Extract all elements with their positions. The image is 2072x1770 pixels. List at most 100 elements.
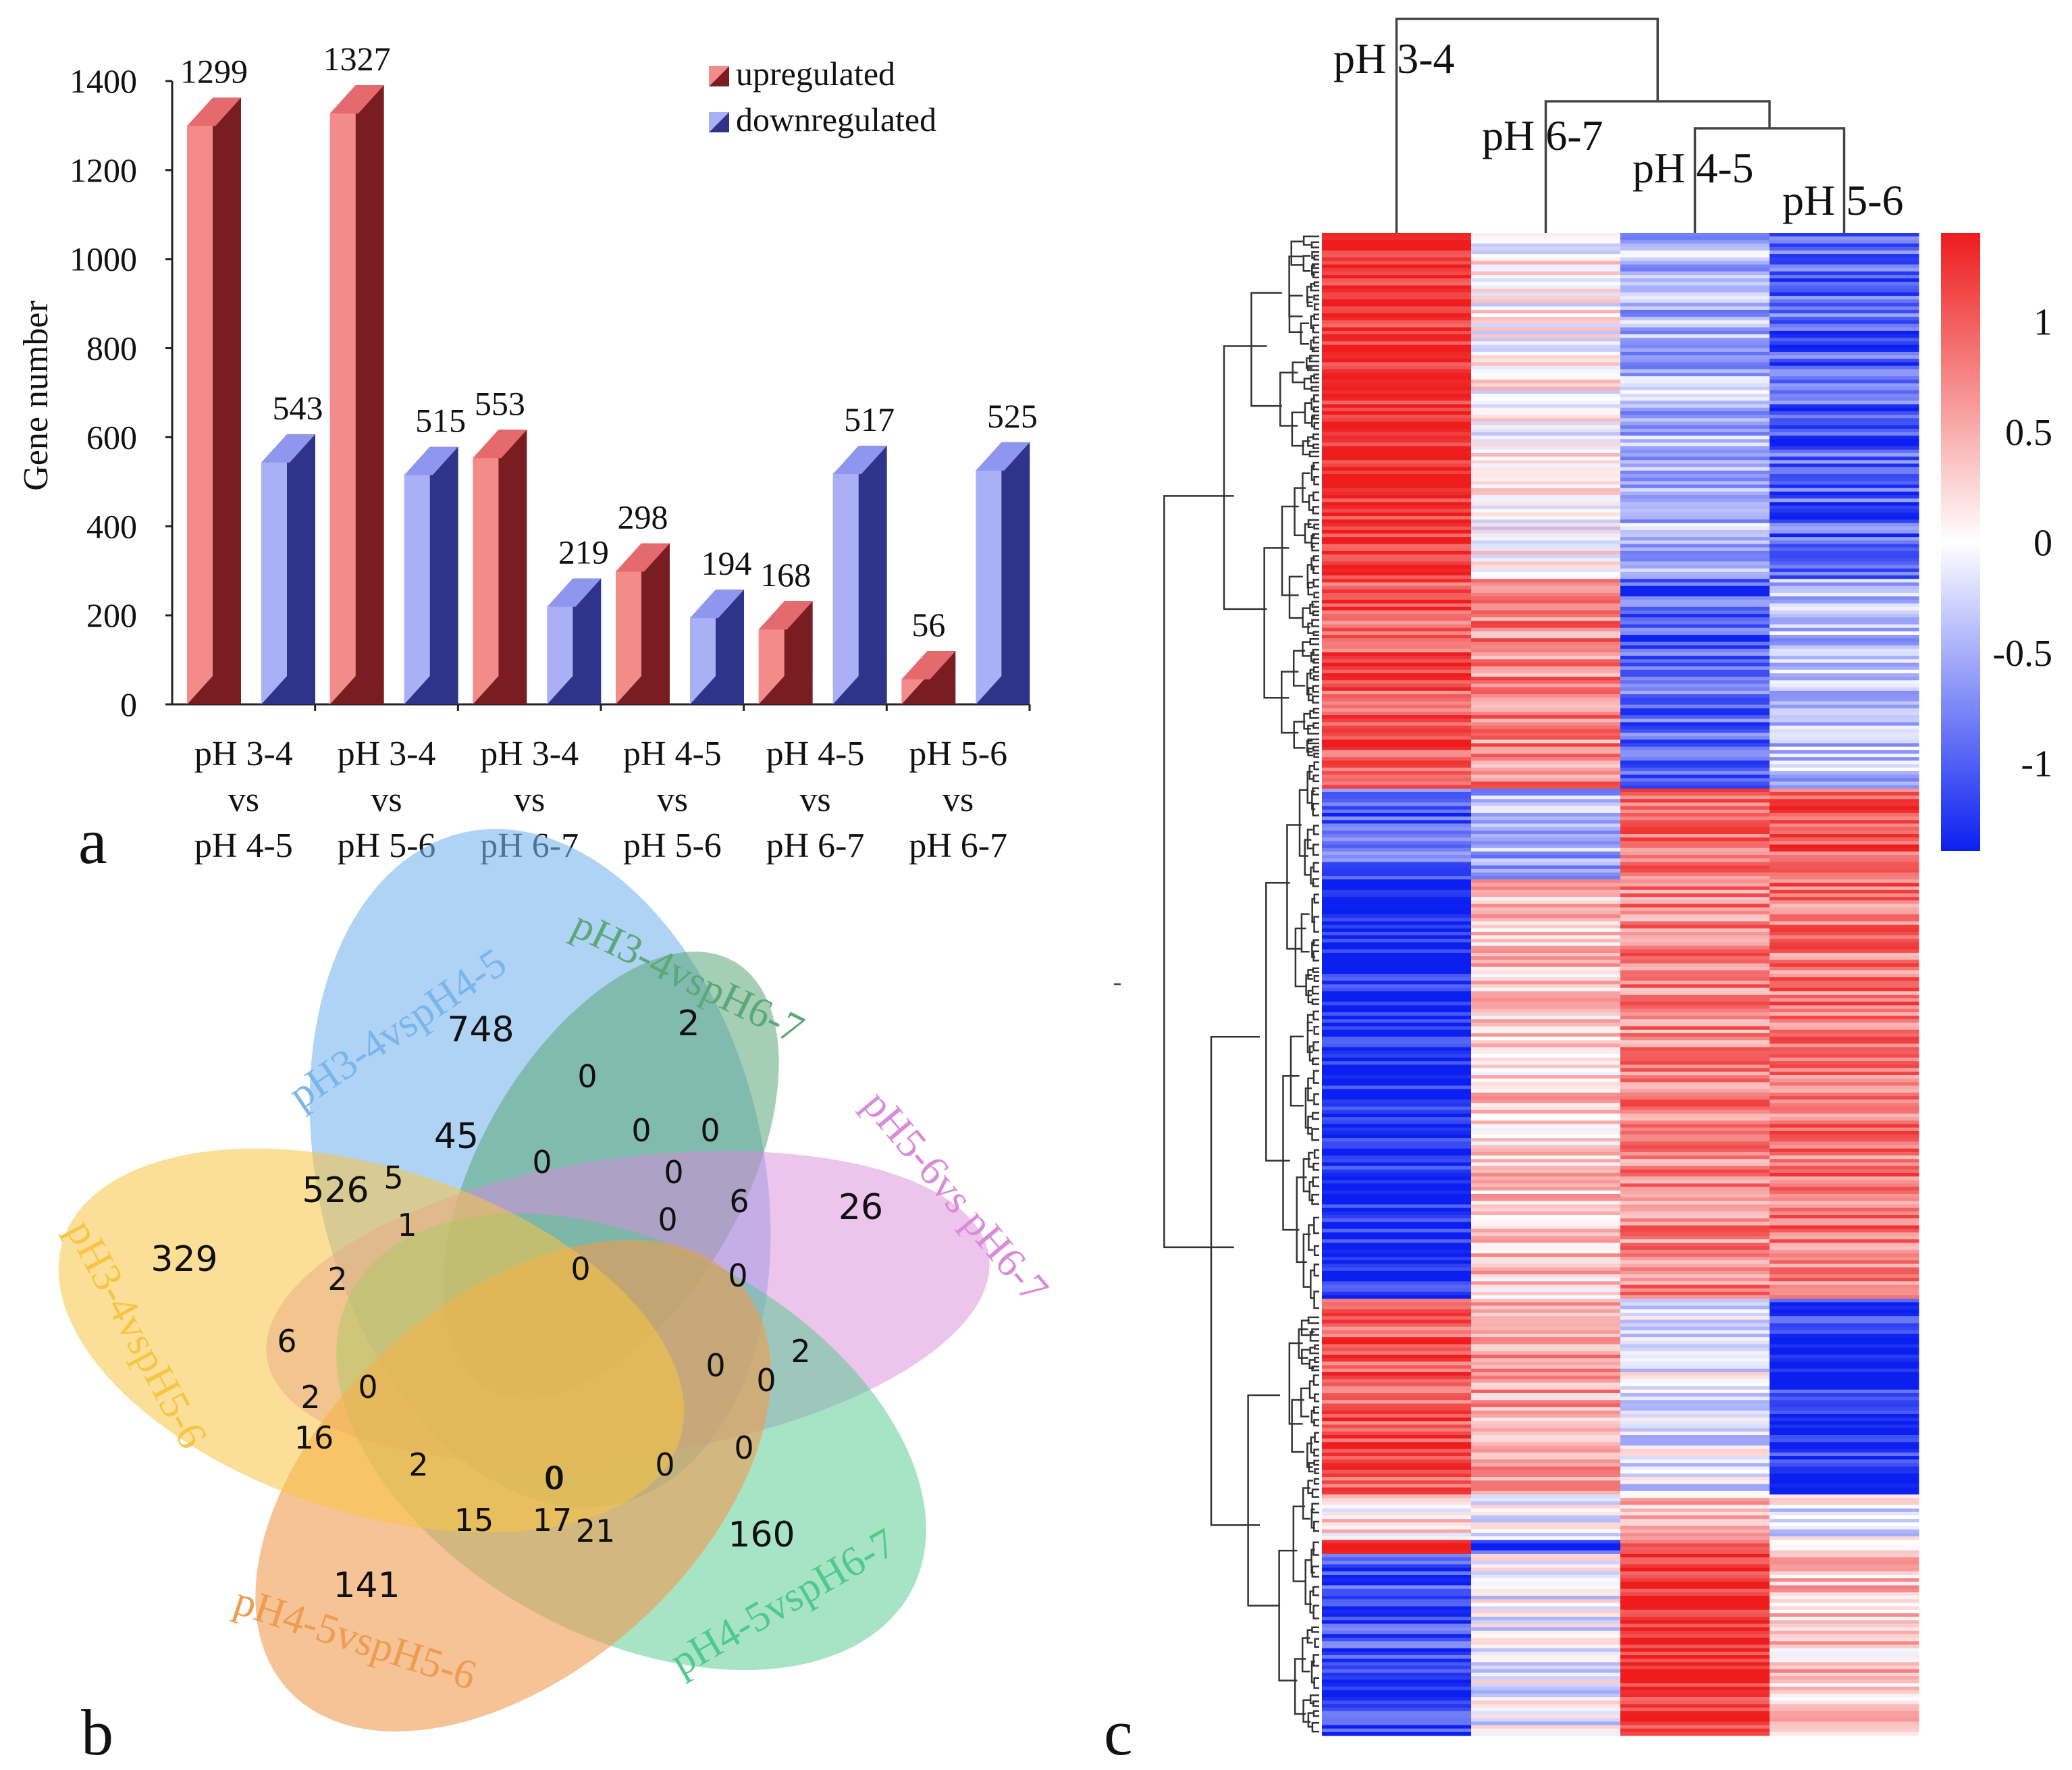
heatmap-cell	[1620, 425, 1770, 430]
heatmap-cell	[1471, 467, 1621, 471]
heatmap-cell	[1620, 1644, 1770, 1649]
heatmap-cell	[1620, 460, 1770, 465]
heatmap-cell	[1770, 1452, 1919, 1457]
heatmap-cell	[1770, 987, 1919, 992]
bar-front-downregulated	[976, 442, 1002, 704]
venn-region-count: 748	[447, 1010, 514, 1050]
heatmap-cell	[1471, 897, 1621, 901]
heatmap-cell	[1620, 323, 1770, 328]
heatmap-cell	[1322, 498, 1472, 503]
heatmap-cell	[1471, 1022, 1621, 1027]
heatmap-cell	[1620, 1326, 1770, 1331]
heatmap-cell	[1322, 376, 1472, 380]
heatmap-cell	[1471, 1236, 1621, 1240]
heatmap-cell	[1471, 1124, 1621, 1128]
heatmap-cell	[1322, 935, 1472, 939]
heatmap-cell	[1620, 931, 1770, 936]
heatmap-cell	[1620, 585, 1770, 590]
heatmap-cell	[1770, 659, 1919, 664]
heatmap-cell	[1471, 945, 1621, 950]
heatmap-cell	[1322, 1169, 1472, 1174]
heatmap-cell	[1322, 736, 1472, 740]
heatmap-cell	[1471, 1361, 1621, 1366]
venn-region-count: 526	[302, 1170, 369, 1211]
heatmap-cell	[1620, 415, 1770, 419]
heatmap-cell	[1770, 1260, 1919, 1265]
heatmap-cell	[1471, 362, 1621, 367]
venn-region-count: 2	[300, 1379, 320, 1415]
bar-side-downregulated	[287, 434, 315, 676]
heatmap-cell	[1322, 1284, 1472, 1289]
heatmap-cell	[1471, 282, 1621, 286]
venn-region-count: 26	[839, 1187, 883, 1228]
heatmap-cell	[1322, 1337, 1472, 1341]
heatmap-cell	[1471, 1193, 1621, 1198]
dendrogram-branch	[1310, 1508, 1315, 1529]
heatmap-cell	[1471, 1435, 1621, 1439]
heatmap-cell	[1471, 1264, 1621, 1268]
dendrogram-branch	[1312, 1605, 1319, 1619]
heatmap-cell	[1770, 257, 1919, 261]
heatmap-cell	[1471, 732, 1621, 737]
heatmap-cell	[1770, 1630, 1919, 1635]
heatmap-cell	[1770, 834, 1919, 838]
heatmap-cell	[1770, 1410, 1919, 1415]
heatmap-cell	[1770, 638, 1919, 643]
heatmap-cell	[1322, 1511, 1472, 1516]
heatmap-cell	[1620, 995, 1770, 999]
heatmap-cell	[1620, 1218, 1770, 1222]
heatmap-cell	[1770, 376, 1919, 380]
heatmap-cell	[1620, 642, 1770, 646]
heatmap-cell	[1471, 359, 1621, 363]
heatmap-cell	[1620, 614, 1770, 618]
heatmap-cell	[1322, 652, 1472, 656]
legend-label-upregulated: upregulated	[736, 55, 895, 93]
heatmap-cell	[1322, 1543, 1472, 1548]
heatmap-cell	[1322, 1267, 1472, 1272]
heatmap-cell	[1770, 868, 1919, 873]
heatmap-cell	[1471, 547, 1621, 552]
heatmap-cell	[1322, 442, 1472, 447]
heatmap-cell	[1770, 1019, 1919, 1024]
heatmap-cell	[1471, 722, 1621, 727]
heatmap-cell	[1620, 939, 1770, 943]
heatmap-cell	[1770, 635, 1919, 639]
legend-label-downregulated: downregulated	[736, 101, 936, 138]
heatmap-cell	[1322, 1438, 1472, 1442]
x-tick-label: vs	[228, 781, 259, 819]
heatmap-cell	[1322, 1718, 1472, 1722]
heatmap-cell	[1620, 1732, 1770, 1736]
heatmap-cell	[1620, 1232, 1770, 1237]
heatmap-cell	[1471, 1609, 1621, 1614]
heatmap-cell	[1322, 960, 1472, 964]
heatmap-cell	[1322, 1410, 1472, 1415]
dendrogram-branch	[1312, 491, 1319, 502]
heatmap-cell	[1620, 1260, 1770, 1265]
dendrogram-branch	[1313, 1245, 1319, 1257]
heatmap-cell	[1770, 963, 1919, 968]
heatmap-cell	[1471, 317, 1621, 321]
heatmap-cell	[1471, 1169, 1621, 1174]
bar-base-downregulated	[832, 676, 887, 704]
heatmap-cell	[1471, 1431, 1621, 1436]
heatmap-cell	[1620, 1400, 1770, 1405]
heatmap-cell	[1322, 502, 1472, 506]
heatmap-cell	[1471, 1617, 1621, 1621]
heatmap-cell	[1770, 1312, 1919, 1317]
heatmap-cell	[1620, 529, 1770, 534]
heatmap-cell	[1322, 1120, 1472, 1125]
heatmap-cell	[1620, 502, 1770, 506]
heatmap-cell	[1770, 1058, 1919, 1062]
dendrogram-branch	[1302, 1487, 1310, 1520]
heatmap-cell	[1322, 1302, 1472, 1307]
heatmap-cell	[1770, 1648, 1919, 1652]
heatmap-cell	[1620, 470, 1770, 475]
heatmap-cell	[1620, 516, 1770, 520]
heatmap-cell	[1471, 960, 1621, 964]
heatmap-cell	[1620, 966, 1770, 971]
heatmap-cell	[1770, 1490, 1919, 1495]
heatmap-cell	[1471, 680, 1621, 685]
bar-front-downregulated	[547, 578, 573, 704]
heatmap-cell	[1471, 844, 1621, 849]
heatmap-cell	[1620, 610, 1770, 615]
